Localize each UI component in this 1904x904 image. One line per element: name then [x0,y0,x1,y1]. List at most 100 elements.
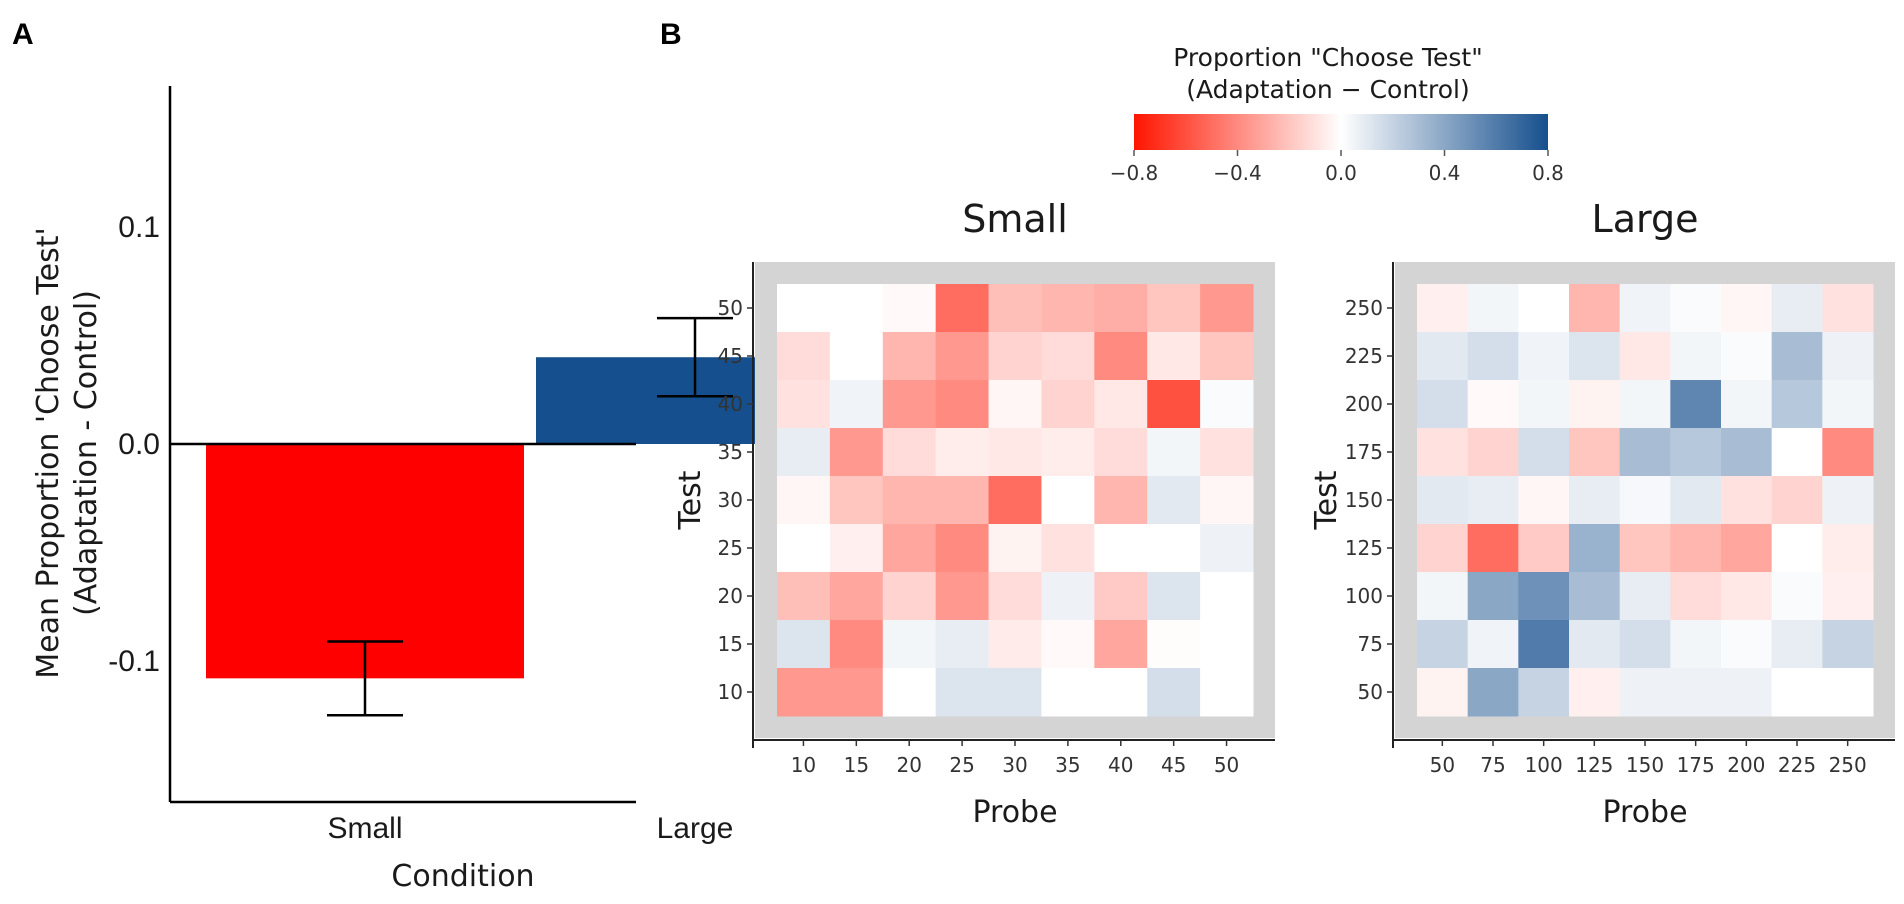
heatmap-cell [1670,524,1722,573]
heatmap-cell [1147,284,1201,333]
heatmap-cell [1670,332,1722,381]
heatmap-cell [882,380,937,429]
heatmap-cell [1094,476,1148,525]
heatmap-cell [1417,620,1469,669]
heatmap-cell [882,284,937,333]
heatmap-cell [1721,476,1773,525]
heatmap-cell [1822,332,1874,381]
heatmap-cell [1721,428,1773,477]
heatmap-cell [1771,332,1823,381]
heatmap-cell [1147,572,1201,621]
heatmap-cell [1569,380,1621,429]
heatmap-cell [935,284,990,333]
colorbar-title-line2: (Adaptation − Control) [1186,75,1469,104]
heatmap-cell [1467,476,1519,525]
heatmap-cell [1041,524,1095,573]
y-tick-label: 35 [718,440,743,464]
heatmap-cell [829,572,884,621]
heatmap-cell [1771,428,1823,477]
heatmap-cell [1200,620,1254,669]
heatmap-cell [1721,524,1773,573]
heatmap-cell [1822,524,1874,573]
y-tick-label: -0.1 [108,645,160,678]
error-bar-small [327,640,403,717]
heatmap-cell [777,332,831,381]
heatmap-cell [882,524,937,573]
colorbar-tick-label: 0.8 [1532,161,1564,185]
heatmap-cell [1670,668,1722,717]
y-axis-title: Test [673,470,708,530]
heatmap-cell [1147,476,1201,525]
y-tick-label: 50 [718,296,743,320]
x-tick-label: 200 [1727,753,1765,777]
heatmap-cell [988,572,1042,621]
heatmap-cell [777,524,831,573]
heatmap-cell [1619,668,1671,717]
heatmap-cell [1518,380,1570,429]
heatmap-cell [1417,380,1469,429]
heatmap-cell [1518,428,1570,477]
heatmap-cell [1200,332,1254,381]
heatmap-cell [882,428,937,477]
y-tick-label: 15 [718,632,743,656]
heatmap-cell [1467,284,1519,333]
heatmap-cell [988,332,1042,381]
heatmap-cell [1569,284,1621,333]
y-tick-label: 150 [1345,488,1383,512]
heatmap-title-small: Small [962,197,1068,241]
heatmap-cell [1721,332,1773,381]
colorbar: Proportion "Choose Test" (Adaptation − C… [1110,43,1564,185]
heatmap-cell [935,620,990,669]
y-axis-title-line1: Mean Proportion 'Choose Test' [31,227,66,678]
x-tick-label: 150 [1626,753,1664,777]
x-tick-label: 225 [1778,753,1816,777]
heatmap-cell [1041,668,1095,717]
heatmap-cell [1417,476,1469,525]
heatmap-cell [1200,428,1254,477]
heatmap-cell [1467,428,1519,477]
heatmap-cell [829,668,884,717]
heatmap-cell [1569,476,1621,525]
heatmap-cell [1619,476,1671,525]
heatmap-cell [988,668,1042,717]
x-tick-label: 250 [1829,753,1867,777]
heatmap-cell [988,428,1042,477]
heatmap-cell [1670,284,1722,333]
x-axis-title: Probe [1602,795,1687,830]
colorbar-gradient [1134,114,1548,150]
heatmap-cell [935,524,990,573]
bar-small [206,444,524,679]
heatmap-cell [1094,668,1148,717]
colorbar-tick-label: −0.4 [1213,161,1262,185]
x-tick-label: 30 [1002,753,1027,777]
x-tick-label: 35 [1055,753,1080,777]
heatmap-cell [1417,332,1469,381]
heatmap-cell [1094,428,1148,477]
heatmap-cell [777,428,831,477]
heatmap-cell [988,284,1042,333]
heatmap-cell [1569,332,1621,381]
y-tick-label: 30 [718,488,743,512]
heatmap-cell [1670,572,1722,621]
y-tick-label: 20 [718,584,743,608]
heatmap-cell [1569,668,1621,717]
y-tick-label: 250 [1345,296,1383,320]
heatmap-cell [1518,524,1570,573]
heatmap-cell [935,476,990,525]
heatmap-cell [988,524,1042,573]
heatmap-cell [1822,476,1874,525]
heatmap-cell [1200,668,1254,717]
heatmap-cell [1147,668,1201,717]
x-tick-label: 175 [1677,753,1715,777]
y-tick-label: 75 [1358,632,1383,656]
colorbar-tick-label: 0.4 [1429,161,1461,185]
heatmap-cell [1619,572,1671,621]
heatmap-cell [1147,620,1201,669]
heatmap-cell [1200,476,1254,525]
heatmap-cell [1721,620,1773,669]
y-tick-label: 45 [718,344,743,368]
x-tick-label: 125 [1575,753,1613,777]
heatmap-cell [1822,284,1874,333]
heatmap-cell [1518,572,1570,621]
y-tick-label: 25 [718,536,743,560]
